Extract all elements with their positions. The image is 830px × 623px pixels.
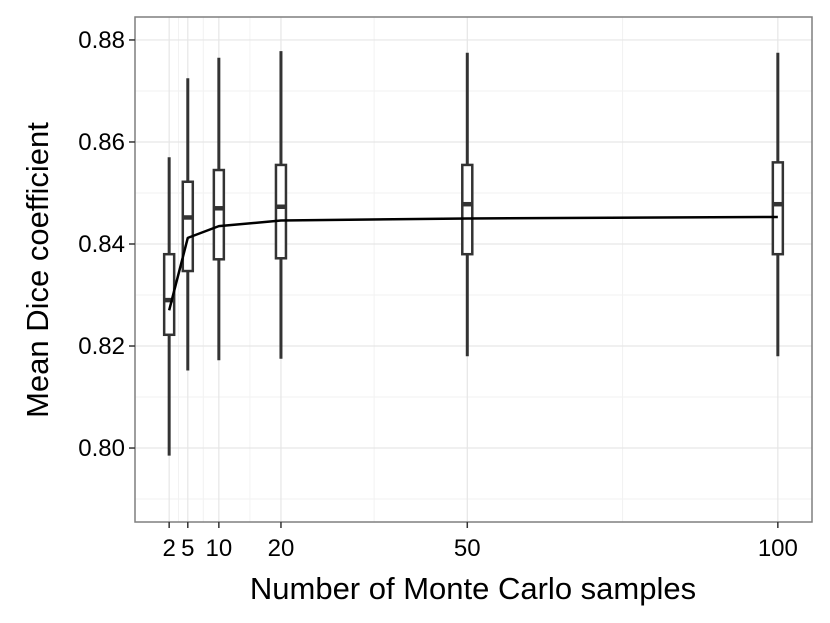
x-tick-label: 50 bbox=[454, 535, 481, 562]
x-tick-label: 5 bbox=[181, 535, 194, 562]
box-iqr bbox=[181, 180, 195, 273]
x-tick-label: 2 bbox=[162, 535, 175, 562]
x-axis-title: Number of Monte Carlo samples bbox=[250, 571, 696, 606]
tick-labels: 0.80 0.82 0.84 0.86 0.88 2 5 10 20 50 100 bbox=[78, 27, 798, 562]
y-tick-label: 0.86 bbox=[78, 129, 125, 156]
plot-panel-border bbox=[134, 16, 813, 523]
box-iqr bbox=[461, 163, 474, 256]
boxplot-series bbox=[162, 51, 785, 456]
mean-line-series bbox=[167, 215, 778, 311]
boxplot-group bbox=[212, 57, 226, 361]
boxplot-group bbox=[181, 78, 195, 371]
x-tick-label: 100 bbox=[758, 535, 798, 562]
boxplot-group bbox=[162, 157, 176, 456]
boxplot-group bbox=[274, 51, 288, 359]
boxplot-group bbox=[771, 52, 785, 357]
boxplot-group bbox=[461, 52, 474, 357]
box-iqr bbox=[771, 161, 785, 256]
mean-dice-line bbox=[167, 215, 778, 311]
x-tick-label: 10 bbox=[205, 535, 232, 562]
axis-ticks bbox=[129, 39, 779, 528]
y-axis-title: Mean Dice coefficient bbox=[20, 122, 55, 418]
box-iqr bbox=[212, 168, 226, 261]
y-tick-label: 0.88 bbox=[78, 27, 125, 54]
y-tick-label: 0.82 bbox=[78, 333, 125, 360]
grid-lines bbox=[135, 17, 812, 522]
box-iqr bbox=[274, 163, 288, 260]
x-tick-label: 20 bbox=[268, 535, 295, 562]
y-tick-label: 0.84 bbox=[78, 231, 125, 258]
y-tick-label: 0.80 bbox=[78, 435, 125, 462]
